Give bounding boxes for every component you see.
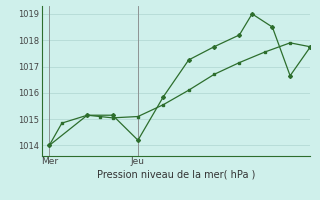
X-axis label: Pression niveau de la mer( hPa ): Pression niveau de la mer( hPa )	[97, 169, 255, 179]
